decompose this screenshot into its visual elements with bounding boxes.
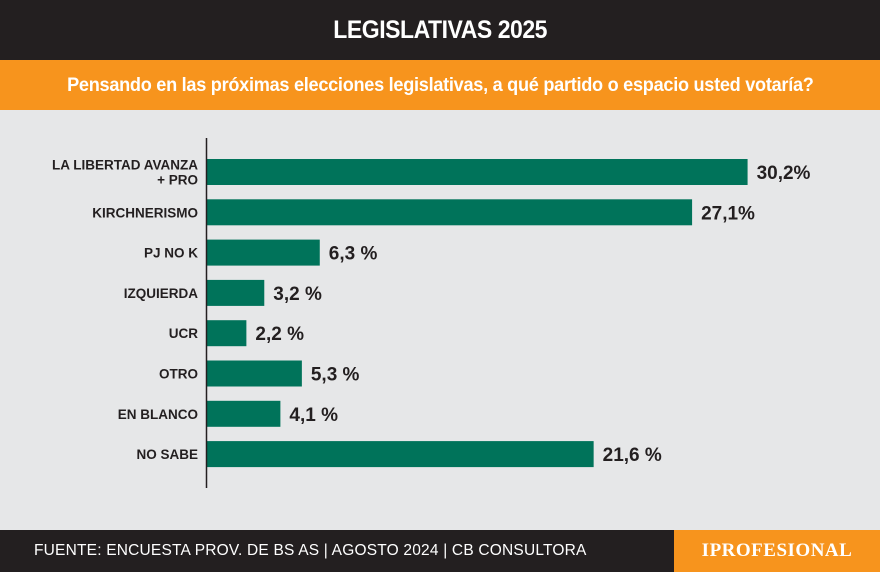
category-label-5: UCR [169, 326, 198, 341]
bar-8 [207, 441, 594, 468]
category-label-4: IZQUIERDA [124, 286, 199, 301]
bar-1 [207, 159, 748, 185]
bar-chart: 30,2% LA LIBERTAD AVANZA + PRO 27,1% KIRCHNE… [52, 138, 811, 488]
value-label-1: 30,2% [757, 163, 811, 184]
category-label-6: OTRO [159, 367, 198, 382]
bar-3 [207, 239, 320, 266]
value-label-8: 21,6 % [603, 445, 662, 466]
question-bar: Pensando en las próximas elecciones legi… [0, 60, 880, 110]
logo-badge: IPROFESIONAL [674, 530, 880, 572]
bar-7 [207, 400, 281, 427]
page-title: LEGISLATIVAS 2025 [333, 15, 547, 44]
value-label-7: 4,1 % [289, 405, 338, 426]
bar-4 [207, 279, 265, 306]
value-label-3: 6,3 % [329, 244, 378, 265]
value-label-5: 2,2 % [255, 324, 304, 345]
category-label-1: LA LIBERTAD AVANZA + PRO [52, 158, 198, 188]
value-label-6: 5,3 % [311, 365, 360, 386]
category-label-8: NO SABE [136, 447, 198, 462]
bar-2 [207, 199, 693, 226]
category-label-7: EN BLANCO [118, 407, 198, 422]
survey-question: Pensando en las próximas elecciones legi… [66, 73, 814, 96]
category-label-2: KIRCHNERISMO [92, 205, 198, 220]
footer-bar: FUENTE: ENCUESTA PROV. DE BS AS | AGOSTO… [0, 530, 880, 572]
brand-logo: IPROFESIONAL [701, 540, 853, 561]
category-label-3: PJ NO K [144, 246, 198, 261]
value-label-4: 3,2 % [273, 284, 322, 305]
value-label-2: 27,1% [701, 203, 755, 224]
header-bar: LEGISLATIVAS 2025 [0, 0, 880, 60]
source-note: FUENTE: ENCUESTA PROV. DE BS AS | AGOSTO… [34, 542, 587, 559]
bar-6 [207, 360, 302, 387]
bar-5 [207, 320, 247, 347]
